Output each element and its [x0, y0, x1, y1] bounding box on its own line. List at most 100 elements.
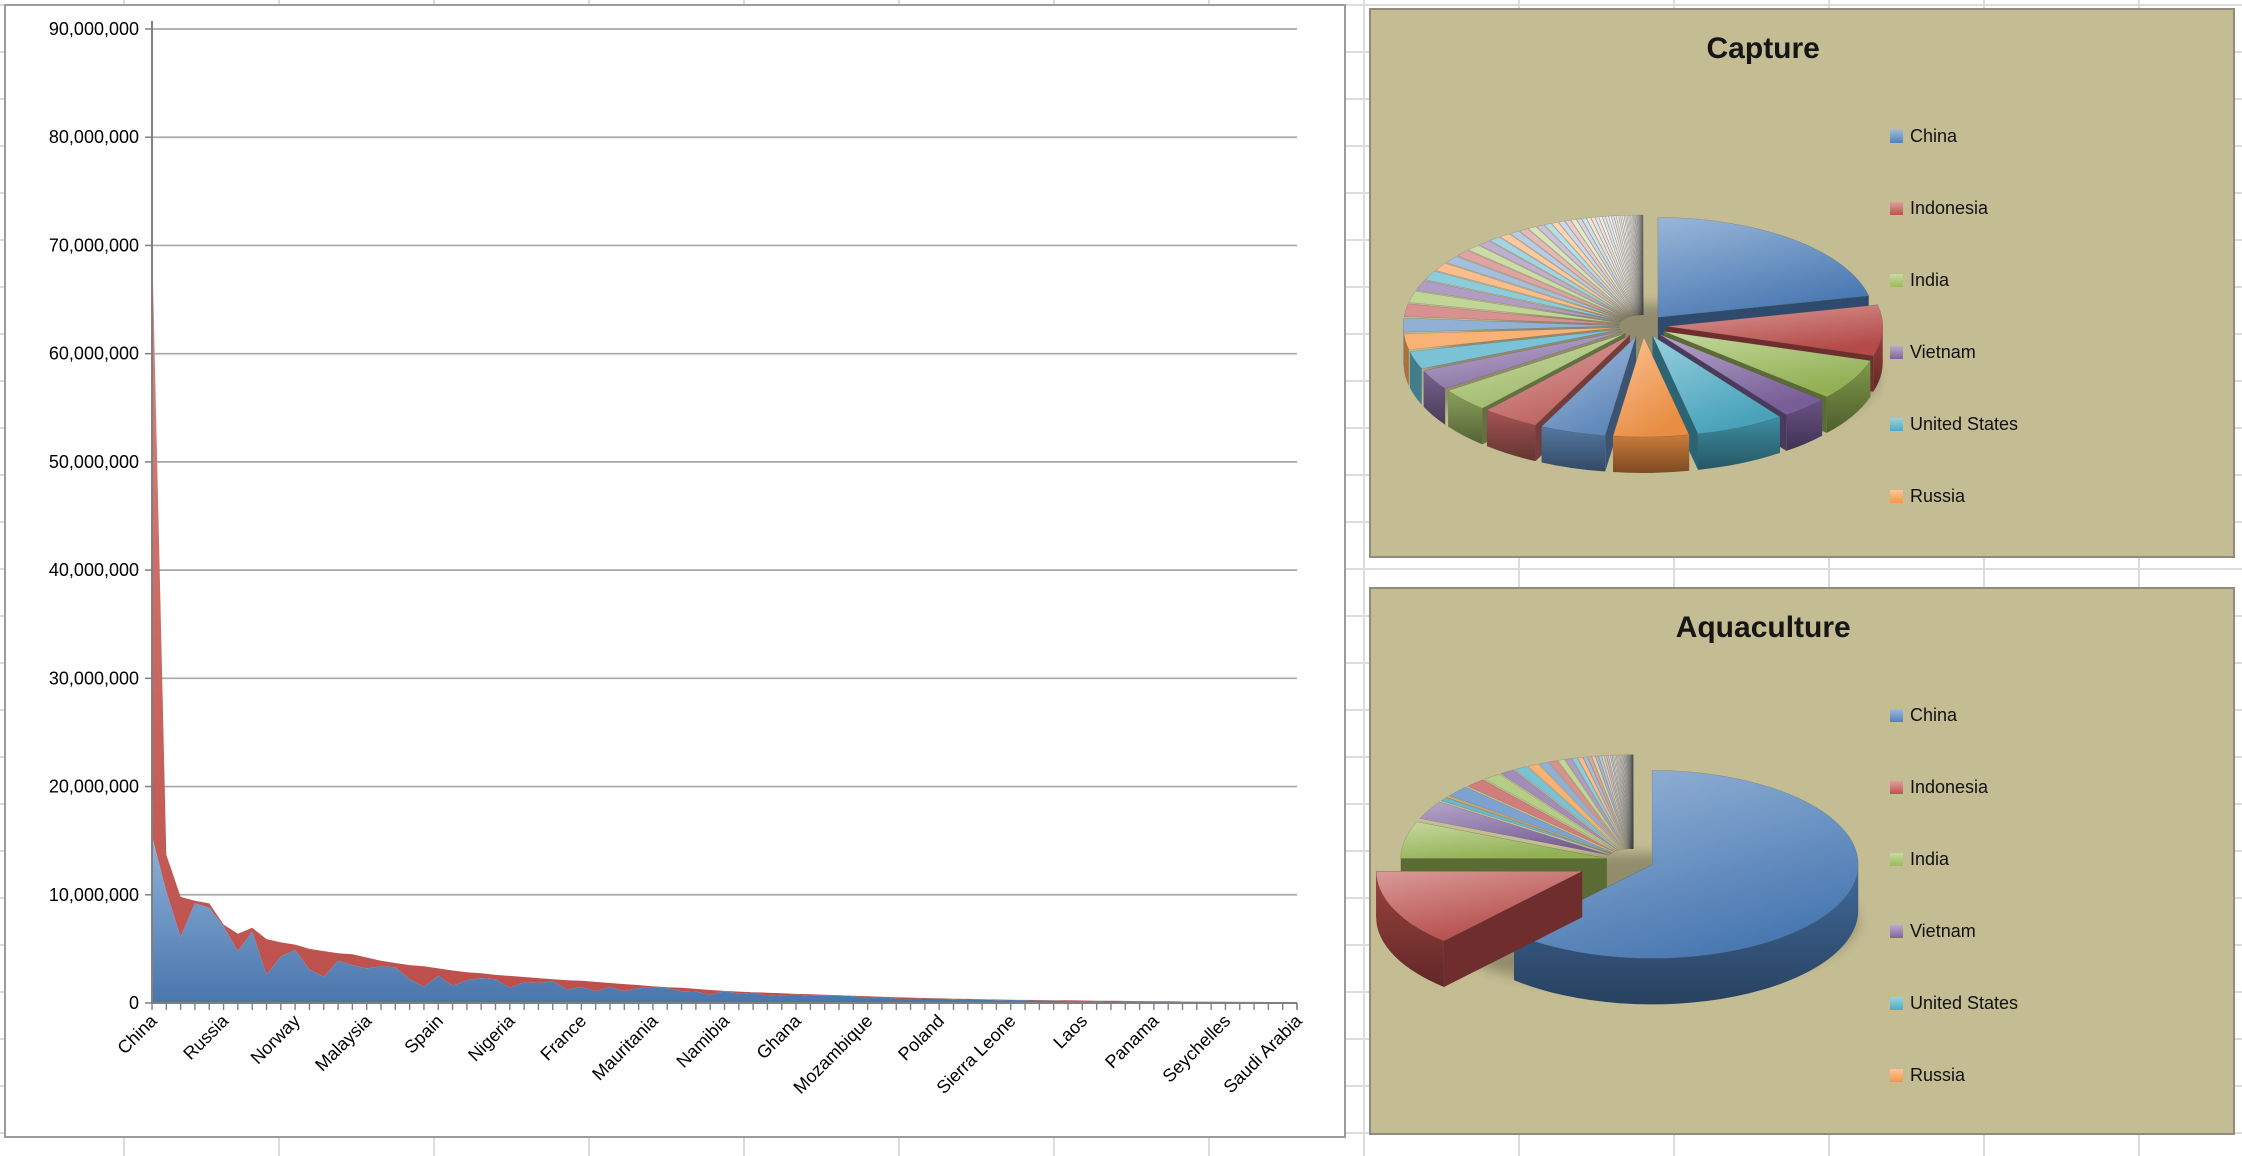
pie-slice[interactable] — [1631, 754, 1634, 849]
pie-slice[interactable] — [1484, 773, 1617, 852]
pie-slice[interactable] — [1623, 754, 1633, 849]
pie-slice-india[interactable] — [1400, 821, 1607, 859]
pie-slice[interactable] — [1551, 221, 1635, 316]
legend-item-united-states[interactable]: United States — [1890, 992, 2018, 1014]
pie-slice-vietnam[interactable] — [1419, 801, 1610, 856]
pie-slice[interactable] — [1626, 754, 1633, 849]
pie-slice[interactable] — [1631, 754, 1634, 849]
legend-item-united-states[interactable]: United States — [1890, 413, 2018, 435]
legend-item-indonesia[interactable]: Indonesia — [1890, 197, 1988, 219]
pie-slice[interactable] — [1571, 757, 1627, 850]
pie-slice[interactable] — [1629, 214, 1642, 316]
pie-slice[interactable] — [1628, 754, 1633, 849]
pie-slice[interactable] — [1623, 754, 1633, 849]
pie-slice[interactable] — [1518, 228, 1632, 317]
pie-slice[interactable] — [1632, 754, 1634, 849]
pie-slice[interactable] — [1467, 245, 1627, 319]
pie-slice[interactable] — [1538, 761, 1623, 850]
pie-slice[interactable] — [1630, 754, 1633, 849]
pie-slice[interactable] — [1467, 779, 1615, 853]
pie-slice[interactable] — [1557, 759, 1625, 850]
pie-slice[interactable] — [1641, 214, 1644, 316]
pie-slice[interactable] — [1622, 754, 1633, 849]
pie-slice[interactable] — [1622, 215, 1642, 316]
pie-slice[interactable] — [1625, 214, 1642, 316]
pie-slice[interactable] — [1509, 230, 1631, 317]
pie-slice[interactable] — [1613, 215, 1641, 316]
pie-slice[interactable] — [1626, 754, 1633, 849]
pie-slice[interactable] — [1577, 757, 1628, 850]
pie-slice[interactable] — [1536, 224, 1633, 317]
aquaculture-pie-chart[interactable]: Aquaculture China Indonesia India Vietnam Un… — [1369, 587, 2235, 1135]
pie-slice[interactable] — [1633, 214, 1643, 316]
pie-slice[interactable] — [1447, 333, 1626, 409]
pie-slice[interactable] — [1423, 331, 1623, 389]
legend-item-vietnam[interactable]: Vietnam — [1890, 920, 1976, 942]
pie-slice[interactable] — [1548, 760, 1625, 850]
pie-slice[interactable] — [1620, 215, 1642, 316]
pie-slice[interactable] — [1635, 214, 1643, 316]
pie-slice-russia[interactable] — [1446, 796, 1612, 854]
pie-slice[interactable] — [1543, 223, 1634, 317]
pie-slice-russia[interactable] — [1612, 336, 1690, 438]
pie-slice[interactable] — [1641, 214, 1644, 316]
pie-slice[interactable] — [1627, 754, 1633, 849]
pie-slice[interactable] — [1625, 754, 1633, 849]
pie-slice-indonesia[interactable] — [1666, 304, 1883, 356]
legend-item-china[interactable]: China — [1890, 125, 1957, 147]
pie-slice[interactable] — [1618, 754, 1632, 849]
pie-slice[interactable] — [1595, 755, 1630, 850]
pie-slice[interactable] — [1605, 215, 1640, 316]
legend-item-russia[interactable]: Russia — [1890, 485, 1965, 507]
capture-pie-chart[interactable]: Capture China Indonesia India Vietnam United… — [1369, 8, 2235, 558]
pie-slice[interactable] — [1610, 215, 1641, 316]
pie-slice[interactable] — [1403, 303, 1620, 325]
pie-slice[interactable] — [1608, 215, 1640, 316]
pie-slice[interactable] — [1527, 226, 1633, 317]
pie-slice[interactable] — [1610, 754, 1631, 849]
pie-slice[interactable] — [1615, 215, 1641, 316]
pie-slice[interactable] — [1527, 763, 1622, 851]
pie-slice[interactable] — [1626, 754, 1633, 849]
pie-slice[interactable] — [1630, 214, 1643, 316]
pie-slice[interactable] — [1627, 754, 1633, 849]
pie-slice[interactable] — [1628, 754, 1633, 849]
pie-slice[interactable] — [1641, 214, 1644, 316]
pie-slice[interactable] — [1564, 219, 1636, 316]
pie-slice[interactable] — [1448, 786, 1613, 854]
pie-slice[interactable] — [1601, 216, 1640, 316]
pie-slice-vietnam[interactable] — [1658, 333, 1823, 416]
pie-slice[interactable] — [1541, 335, 1637, 436]
pie-slice[interactable] — [1630, 754, 1633, 849]
pie-slice-china[interactable] — [1513, 770, 1859, 959]
pie-slice[interactable] — [1631, 754, 1634, 849]
pie-slice[interactable] — [1635, 214, 1643, 316]
pie-slice[interactable] — [1486, 334, 1631, 426]
pie-slice[interactable] — [1424, 270, 1622, 322]
pie-slice[interactable] — [1628, 754, 1633, 849]
pie-slice[interactable] — [1499, 233, 1630, 318]
pie-slice[interactable] — [1629, 754, 1633, 849]
pie-slice[interactable] — [1632, 214, 1643, 316]
pie-slice[interactable] — [1629, 754, 1633, 849]
pie-slice[interactable] — [1639, 214, 1643, 316]
pie-slice[interactable] — [1434, 263, 1623, 321]
pie-slice[interactable] — [1630, 754, 1634, 849]
pie-slice[interactable] — [1620, 754, 1632, 849]
pie-slice[interactable] — [1611, 754, 1631, 849]
pie-slice[interactable] — [1637, 214, 1643, 316]
pie-slice[interactable] — [1639, 214, 1643, 316]
pie-slice[interactable] — [1631, 754, 1634, 849]
pie-slice[interactable] — [1631, 214, 1643, 316]
pie-slice-china[interactable] — [1657, 217, 1870, 318]
pie-slice[interactable] — [1637, 214, 1643, 316]
pie-slice[interactable] — [1601, 755, 1630, 849]
pie-slice[interactable] — [1631, 754, 1634, 849]
pie-slice[interactable] — [1581, 217, 1638, 316]
pie-slice[interactable] — [1415, 280, 1621, 323]
pie-slice[interactable] — [1576, 218, 1637, 316]
pie-slice[interactable] — [1598, 755, 1630, 849]
pie-slice[interactable] — [1478, 240, 1628, 318]
pie-slice[interactable] — [1558, 220, 1636, 316]
pie-slice[interactable] — [1500, 769, 1619, 851]
